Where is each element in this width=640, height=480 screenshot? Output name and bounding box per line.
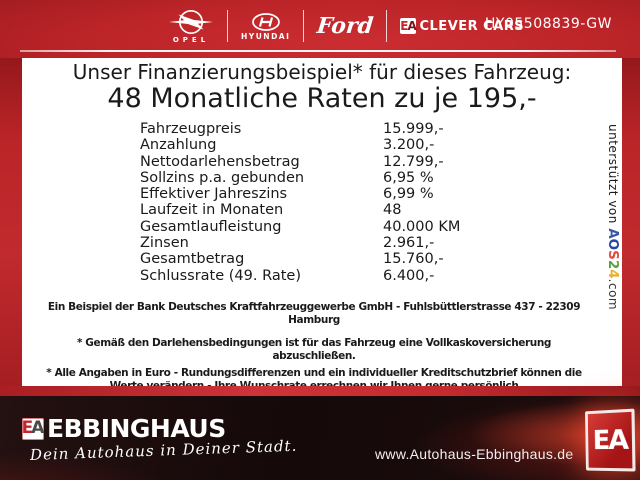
- ford-script-wordmark: Ford: [316, 13, 375, 39]
- row-label: Fahrzeugpreis: [140, 121, 242, 137]
- row-label: Zinsen: [140, 235, 189, 252]
- left-frame-strip: [0, 58, 22, 386]
- row-label: Laufzeit in Monaten: [140, 202, 284, 219]
- table-row: Fahrzeugpreis 15.999,-: [140, 121, 460, 137]
- aos24-logo: AOS24: [605, 228, 621, 279]
- dealer-name: EBBINGHAUS: [47, 414, 226, 443]
- opel-blitz-icon: [168, 9, 214, 35]
- ea-badge-icon: EA: [585, 408, 636, 472]
- row-value: 12.799,-: [383, 153, 444, 170]
- ford-logo: Ford: [316, 13, 375, 39]
- hyundai-logo: HYUNDAI: [241, 12, 290, 41]
- financing-panel: Unser Finanzierungsbeispiel* für dieses …: [22, 58, 622, 420]
- financing-table: Fahrzeugpreis 15.999,- Anzahlung 3.200,- N…: [140, 121, 460, 284]
- clever-cars-wordmark: CLEVER CARS: [419, 18, 525, 34]
- aos24-domain-suffix: .com: [606, 278, 620, 311]
- row-value: 6,95 %: [383, 169, 434, 186]
- table-row: Nettodarlehensbetrag 12.799,-: [140, 154, 460, 170]
- footer-red-stripe: [0, 386, 640, 396]
- opel-wordmark: OPEL: [172, 35, 210, 44]
- row-value: 2.961,-: [383, 235, 435, 252]
- row-value: 15.760,-: [383, 251, 444, 268]
- row-label: Effektiver Jahreszins: [140, 186, 288, 203]
- row-label: Schlussrate (49. Rate): [140, 267, 301, 284]
- row-label: Anzahlung: [140, 137, 217, 154]
- table-row: Gesamtbetrag 15.760,-: [140, 251, 460, 267]
- row-value: 48: [383, 202, 402, 219]
- row-value: 40.000 KM: [383, 218, 461, 235]
- table-row: Schlussrate (49. Rate) 6.400,-: [140, 268, 460, 284]
- stock-number: HY05508839-GW: [484, 16, 612, 32]
- supported-by-vertical-text: unterstützt von AOS24.com: [605, 124, 621, 374]
- header-separator-line: [20, 50, 616, 52]
- hyundai-wordmark: HYUNDAI: [241, 31, 291, 41]
- row-value: 6.400,-: [383, 267, 435, 284]
- row-label: Gesamtlaufleistung: [140, 218, 282, 235]
- website-url: www.Autohaus-Ebbinghaus.de: [375, 446, 574, 462]
- table-row: Sollzins p.a. gebunden 6,95 %: [140, 170, 460, 186]
- brand-divider: [303, 10, 305, 42]
- row-label: Sollzins p.a. gebunden: [140, 169, 305, 186]
- supported-by-label: unterstützt von: [606, 124, 620, 229]
- bank-disclaimer: Ein Beispiel der Bank Deutsches Kraftfah…: [47, 301, 581, 326]
- hyundai-h-icon: [243, 12, 289, 32]
- brand-divider: [386, 10, 388, 42]
- row-label: Gesamtbetrag: [140, 251, 245, 268]
- table-row: Effektiver Jahreszins 6,99 %: [140, 186, 460, 202]
- table-row: Gesamtlaufleistung 40.000 KM: [140, 219, 460, 235]
- row-value: 15.999,-: [383, 121, 444, 137]
- row-value: 3.200,-: [383, 137, 435, 154]
- table-row: Zinsen 2.961,-: [140, 235, 460, 251]
- brand-divider: [227, 10, 228, 42]
- row-label: Nettodarlehensbetrag: [140, 153, 300, 170]
- row-value: 6,99 %: [383, 186, 434, 203]
- table-row: Laufzeit in Monaten 48: [140, 202, 460, 218]
- financing-title: Unser Finanzierungsbeispiel* für dieses …: [72, 60, 572, 84]
- table-row: Anzahlung 3.200,-: [140, 137, 460, 153]
- opel-logo: OPEL: [168, 9, 214, 44]
- right-frame-strip: [622, 58, 640, 386]
- disclaimer-note-1: * Gemäß den Darlehensbedingungen ist für…: [76, 337, 552, 362]
- financing-subtitle: 48 Monatliche Raten zu je 195,-: [107, 83, 537, 114]
